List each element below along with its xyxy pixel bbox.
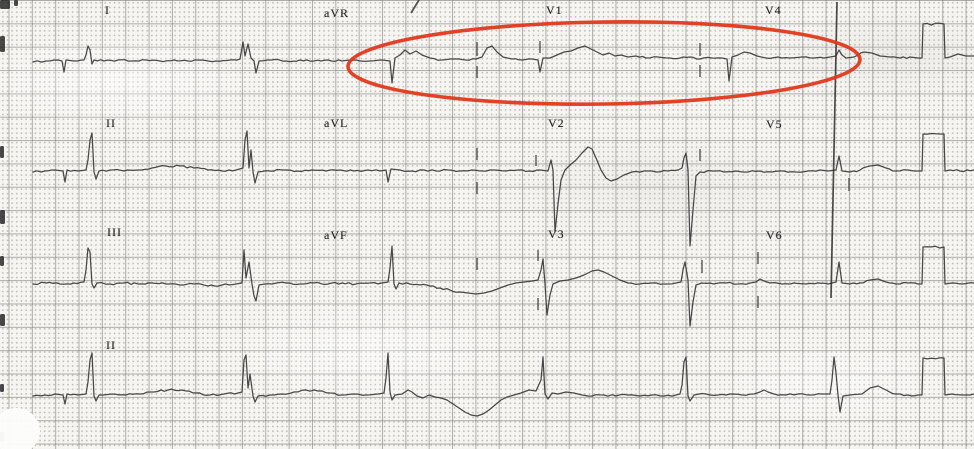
diagonal-artifact-mark — [410, 0, 420, 14]
scan-smudge — [14, 0, 18, 6]
scan-smudge — [0, 384, 4, 392]
ecg-trace-row-3 — [32, 245, 974, 327]
scan-smudge — [0, 0, 10, 9]
scan-smudge — [0, 146, 4, 158]
vertical-artifact-line — [830, 1, 838, 299]
ecg-trace-row-4-rhythm — [32, 352, 974, 417]
ecg-trace-row-1 — [32, 22, 974, 84]
scan-smudge — [0, 314, 5, 326]
scan-smudge — [0, 210, 5, 224]
annotation-ellipse — [346, 20, 862, 106]
ecg-trace-row-2 — [32, 130, 974, 247]
scan-smudge — [0, 36, 5, 52]
white-out-patch — [0, 408, 40, 449]
scan-smudge — [0, 256, 4, 266]
